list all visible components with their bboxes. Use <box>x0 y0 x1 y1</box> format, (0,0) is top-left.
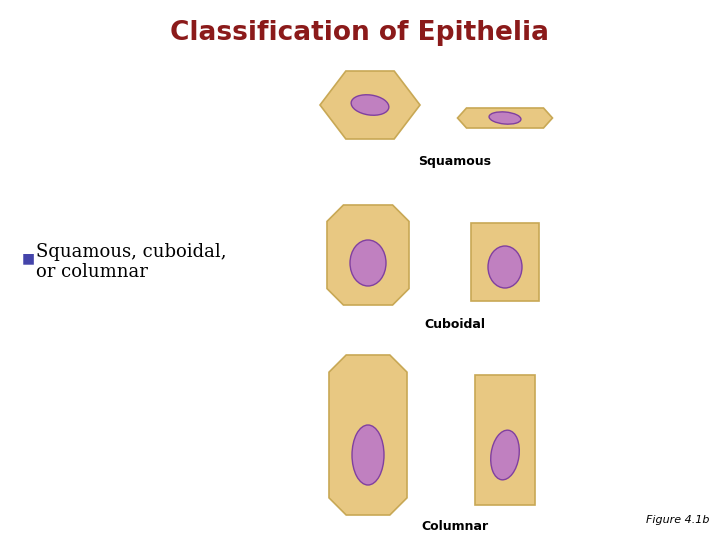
Ellipse shape <box>352 425 384 485</box>
Text: Columnar: Columnar <box>421 520 489 533</box>
Polygon shape <box>327 205 409 305</box>
Polygon shape <box>329 355 407 515</box>
Ellipse shape <box>351 94 389 115</box>
Ellipse shape <box>489 112 521 124</box>
Text: Cuboidal: Cuboidal <box>425 318 485 331</box>
Text: Classification of Epithelia: Classification of Epithelia <box>171 20 549 46</box>
Text: Squamous, cuboidal,: Squamous, cuboidal, <box>36 243 227 261</box>
Bar <box>475 375 535 505</box>
Text: Figure 4.1b: Figure 4.1b <box>647 515 710 525</box>
Polygon shape <box>457 108 552 128</box>
Ellipse shape <box>350 240 386 286</box>
Ellipse shape <box>488 246 522 288</box>
Text: ■: ■ <box>22 251 35 265</box>
Bar <box>471 223 539 301</box>
Ellipse shape <box>491 430 519 480</box>
Text: Squamous: Squamous <box>418 155 492 168</box>
Text: or columnar: or columnar <box>36 263 148 281</box>
Polygon shape <box>320 71 420 139</box>
